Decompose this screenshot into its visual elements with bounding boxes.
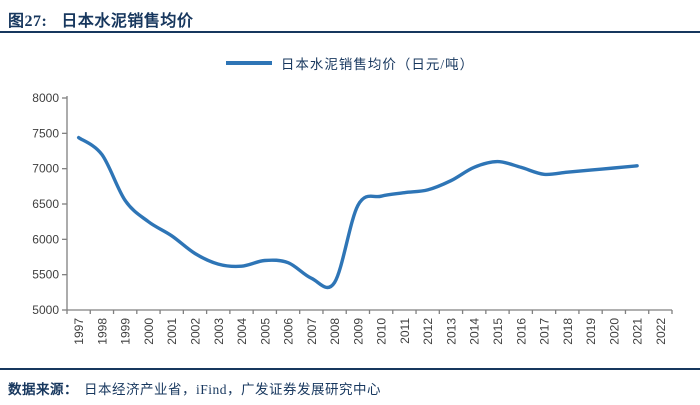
x-axis-tick-label: 2007 [305,318,319,345]
x-axis-tick-label: 2010 [375,318,389,345]
x-axis-tick-label: 2018 [561,318,575,345]
x-axis-tick-label: 2000 [142,318,156,345]
y-axis-tick-label: 5500 [32,268,59,282]
x-axis-tick-label: 2005 [258,318,272,345]
x-axis-tick-label: 2008 [328,318,342,345]
x-axis-tick-label: 2017 [538,318,552,345]
y-axis-tick-label: 8000 [32,91,59,105]
line-chart: 5000 5500 6000 6500 7000 7500 8000 1997 1998 1999… [32,91,673,345]
x-axis-tick-label: 2013 [444,318,458,345]
x-axis-tick-label: 2020 [607,318,621,345]
x-axis-tick-label: 2015 [491,318,505,345]
x-axis-tick-label: 2022 [654,318,668,345]
y-axis-tick-label: 6000 [32,232,59,246]
x-axis-tick-label: 1999 [119,318,133,345]
x-axis-tick-label: 2002 [188,318,202,345]
legend-line-marker [225,61,272,65]
y-axis-tick-label: 5000 [32,303,59,317]
x-axis-tick-label: 2004 [235,318,249,345]
data-source: 数据来源： 日本经济产业省，iFind，广发证券发展研究中心 [8,378,692,398]
data-source-text: 日本经济产业省，iFind，广发证券发展研究中心 [84,382,382,397]
y-axis-tick-label: 7500 [32,126,59,140]
x-axis-tick-label: 2019 [584,318,598,345]
x-axis-tick-label: 2006 [282,318,296,345]
x-axis-tick-label: 2001 [165,318,179,345]
chart-legend: 日本水泥销售均价（日元/吨） [0,53,700,73]
y-axis-tick-label: 7000 [32,162,59,176]
footer-divider [0,368,700,370]
x-axis-tick-label: 2012 [421,318,435,345]
figure-title-text: 日本水泥销售均价 [61,13,194,30]
x-axis-tick-label: 2014 [468,318,482,345]
x-axis-tick-label: 2009 [351,318,365,345]
figure-number: 图27: [8,13,48,30]
x-axis-tick-label: 2003 [212,318,226,345]
legend-label: 日本水泥销售均价（日元/吨） [280,57,475,72]
x-axis-tick-label: 2021 [631,318,645,345]
y-axis-tick-label: 6500 [32,197,59,211]
x-axis-tick-label: 2011 [398,318,412,344]
price-line-series [76,135,639,290]
title-divider [0,31,700,33]
x-axis-tick-label: 1997 [72,318,86,345]
x-axis-tick-label: 1998 [95,318,109,345]
figure-title: 图27: 日本水泥销售均价 [8,7,692,31]
data-source-label: 数据来源： [8,382,78,397]
x-axis-tick-label: 2016 [514,318,528,345]
